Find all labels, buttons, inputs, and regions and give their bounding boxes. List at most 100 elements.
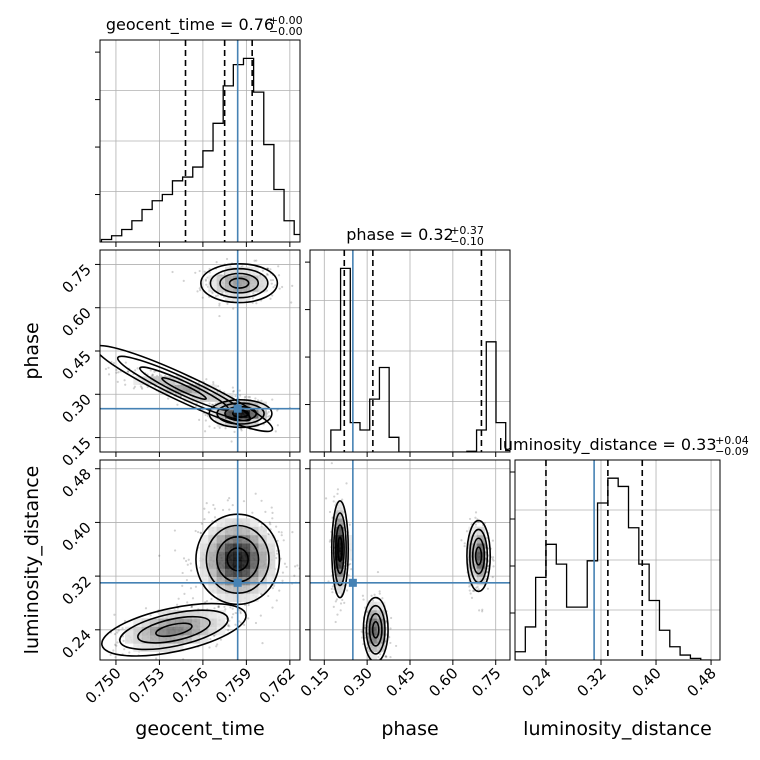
- sample-point: [371, 665, 373, 667]
- density-cell: [158, 635, 167, 644]
- sample-point: [261, 642, 264, 645]
- sample-point: [204, 601, 207, 604]
- density-cell: [133, 626, 142, 636]
- title-lower-error: −0.10: [450, 235, 484, 248]
- density-cell: [335, 576, 344, 586]
- density-cell: [250, 576, 259, 586]
- axis-label-y: luminosity_distance: [21, 466, 43, 655]
- sample-point: [468, 517, 472, 521]
- sample-point: [350, 568, 353, 571]
- density-cell: [258, 526, 267, 536]
- sample-point: [293, 574, 296, 577]
- tick-label-x: 0.32: [573, 664, 609, 700]
- sample-point: [231, 386, 234, 389]
- density-cell: [225, 551, 234, 561]
- sample-point: [370, 663, 372, 665]
- sample-point: [116, 641, 119, 644]
- sample-point: [477, 588, 480, 591]
- histogram-bin: [379, 368, 389, 452]
- density-cell: [468, 576, 477, 586]
- sample-point: [238, 620, 241, 623]
- sample-point: [363, 626, 367, 629]
- contour-line: [365, 604, 386, 655]
- histogram-bin: [370, 399, 380, 452]
- sample-point: [194, 529, 197, 533]
- histogram-bin: [515, 652, 525, 660]
- sample-point: [199, 532, 203, 535]
- sample-point: [185, 559, 188, 563]
- sample-point: [339, 602, 343, 605]
- histogram-bin: [331, 430, 341, 452]
- sample-point: [247, 604, 250, 607]
- density-cell: [368, 618, 377, 627]
- density-cell: [225, 401, 234, 411]
- density-cell: [141, 626, 151, 636]
- sample-point: [234, 394, 237, 398]
- density-cell: [200, 635, 209, 644]
- density-cell: [141, 618, 151, 627]
- sample-point: [331, 585, 334, 588]
- sample-point: [389, 627, 392, 630]
- contour-line: [119, 609, 229, 651]
- sample-point: [259, 614, 262, 617]
- sample-point: [260, 499, 263, 502]
- histogram-bin: [172, 181, 182, 242]
- sample-point: [216, 294, 219, 297]
- sample-point: [285, 565, 288, 569]
- density-cell: [125, 635, 134, 644]
- tick-label-x: 0.753: [125, 664, 168, 707]
- density-cell: [225, 266, 234, 276]
- sample-point: [335, 598, 338, 601]
- sample-point: [122, 662, 124, 664]
- histogram-geocent_time: [100, 40, 300, 242]
- sample-point: [198, 381, 201, 384]
- density-cell: [158, 618, 167, 627]
- sample-point: [238, 389, 241, 392]
- sample-point: [475, 586, 478, 589]
- sample-point: [267, 532, 270, 535]
- density-cell: [216, 610, 226, 619]
- sample-point: [366, 610, 369, 613]
- sample-point: [346, 589, 349, 592]
- sample-point: [254, 397, 257, 400]
- sample-point: [214, 295, 218, 298]
- density-cell: [150, 626, 159, 636]
- sample-point: [136, 367, 139, 370]
- sample-point: [208, 425, 211, 428]
- density-cell: [200, 626, 209, 636]
- sample-point: [227, 629, 230, 632]
- sample-point: [116, 380, 119, 383]
- sample-point: [112, 649, 115, 652]
- sample-point: [271, 586, 274, 590]
- sample-point: [254, 621, 258, 625]
- sample-point: [133, 385, 137, 388]
- sample-point: [115, 644, 118, 647]
- sample-point: [276, 549, 279, 552]
- sample-point: [213, 607, 216, 610]
- tick-label-x: 0.24: [518, 664, 554, 700]
- histogram-luminosity_distance: [515, 460, 712, 660]
- sample-point: [191, 597, 195, 600]
- density-cell: [208, 393, 217, 402]
- axis-label-x: geocent_time: [135, 718, 264, 740]
- histogram-bin: [264, 145, 274, 242]
- density-cell: [208, 585, 217, 594]
- panel-phase-luminosity_distance: 0.15 0.30 0.45 0.60 0.75 phase: [297, 459, 511, 740]
- sample-point: [141, 387, 144, 390]
- density-cell: [208, 409, 217, 419]
- contour-line: [474, 546, 483, 566]
- panel-frame: [99, 39, 301, 243]
- sample-point: [481, 608, 484, 611]
- sample-point: [197, 530, 200, 534]
- sample-point: [211, 404, 214, 407]
- density-cell: [241, 526, 251, 536]
- sample-point: [227, 623, 230, 626]
- sample-point: [336, 492, 339, 495]
- sample-point: [239, 427, 243, 430]
- histogram-bin: [567, 607, 577, 660]
- density-cell: [208, 551, 217, 561]
- sample-point: [201, 296, 204, 299]
- density-cell: [191, 626, 201, 636]
- tick-label-x: 0.750: [82, 664, 125, 707]
- sample-point: [242, 500, 246, 503]
